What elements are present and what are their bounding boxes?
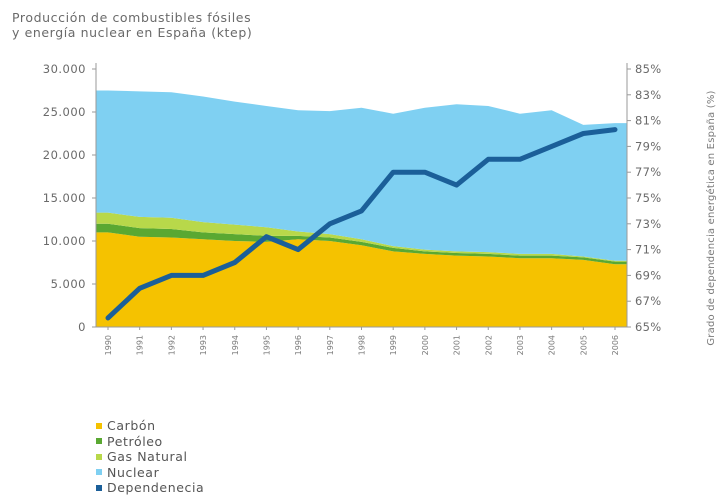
point-dependencia bbox=[106, 316, 110, 320]
point-dependencia bbox=[423, 170, 427, 174]
y-right-tick-label: 69% bbox=[635, 268, 661, 282]
x-tick-label: 2000 bbox=[421, 335, 430, 355]
point-dependencia bbox=[138, 286, 142, 290]
x-tick-label: 2002 bbox=[484, 335, 493, 355]
legend-label-gas-natural: Gas Natural bbox=[107, 449, 188, 464]
y-axis-right-label: Grado de dependencia energética en Españ… bbox=[705, 90, 717, 345]
x-tick-label: 2006 bbox=[611, 335, 620, 355]
point-dependencia bbox=[264, 235, 268, 239]
x-tick-label: 2005 bbox=[579, 335, 588, 355]
x-tick-label: 1993 bbox=[199, 335, 208, 355]
y-left-tick-label: 20.000 bbox=[43, 148, 86, 162]
y-right-tick-label: 75% bbox=[635, 191, 661, 205]
x-tick-label: 1991 bbox=[136, 335, 145, 355]
y-left-tick-label: 10.000 bbox=[43, 234, 86, 248]
y-left-tick-label: 5.000 bbox=[51, 277, 86, 291]
x-tick-label: 1990 bbox=[104, 335, 113, 355]
y-right-tick-label: 77% bbox=[635, 165, 661, 179]
point-dependencia bbox=[360, 209, 363, 213]
point-dependencia bbox=[550, 144, 554, 148]
y-right-tick-label: 83% bbox=[635, 88, 661, 102]
y-left-tick-label: 0 bbox=[78, 320, 86, 334]
legend-item-carbon: Carbón bbox=[96, 418, 204, 434]
legend-item-petroleo: Petróleo bbox=[96, 434, 204, 450]
chart-title: Producción de combustibles fósiles y ene… bbox=[12, 10, 252, 40]
area-nuclear bbox=[96, 90, 627, 261]
legend-label-nuclear: Nuclear bbox=[107, 464, 160, 480]
area-carbon bbox=[96, 232, 627, 327]
legend-label-dependencia: Dependenecia bbox=[107, 480, 205, 495]
point-dependencia bbox=[169, 273, 173, 277]
chart-title-line-2: y energía nuclear en España (ktep) bbox=[12, 25, 253, 40]
x-tick-label: 1995 bbox=[262, 335, 271, 355]
point-dependencia bbox=[455, 183, 459, 187]
y-right-tick-label: 73% bbox=[635, 217, 661, 231]
y-right-tick-label: 65% bbox=[635, 320, 661, 334]
legend-swatch-dependencia bbox=[96, 484, 102, 491]
point-dependencia bbox=[581, 132, 585, 135]
point-dependencia bbox=[613, 128, 617, 132]
legend-item-gas-natural: Gas Natural bbox=[96, 449, 204, 465]
legend-item-nuclear: Nuclear bbox=[96, 465, 204, 481]
y-left-tick-label: 25.000 bbox=[43, 105, 86, 119]
point-dependencia bbox=[518, 157, 522, 161]
point-dependencia bbox=[296, 248, 300, 252]
y-left-tick-label: 15.000 bbox=[43, 191, 86, 205]
x-tick-label: 1999 bbox=[389, 335, 398, 355]
point-dependencia bbox=[328, 222, 332, 226]
legend-item-dependencia: Dependenecia bbox=[96, 480, 204, 496]
x-tick-label: 1994 bbox=[231, 335, 240, 355]
point-dependencia bbox=[201, 273, 205, 277]
y-left-tick-label: 30.000 bbox=[43, 62, 86, 76]
area-gas-natural bbox=[96, 212, 627, 262]
legend-label-carbon: Carbón bbox=[107, 418, 156, 433]
x-tick-label: 2003 bbox=[516, 335, 525, 355]
y-right-tick-label: 85% bbox=[635, 62, 661, 76]
point-dependencia bbox=[233, 261, 237, 264]
x-tick-label: 1996 bbox=[294, 335, 303, 355]
x-tick-label: 1998 bbox=[358, 335, 367, 355]
chart-title-line-1: Producción de combustibles fósiles bbox=[12, 10, 252, 25]
point-dependencia bbox=[486, 157, 490, 161]
point-dependencia bbox=[391, 170, 395, 174]
x-tick-label: 2001 bbox=[453, 335, 462, 355]
legend-label-petroleo: Petróleo bbox=[107, 433, 163, 449]
y-right-tick-label: 81% bbox=[635, 114, 661, 128]
x-tick-label: 1992 bbox=[167, 335, 176, 355]
legend-swatch-gas-natural bbox=[96, 453, 102, 460]
y-right-tick-label: 71% bbox=[635, 243, 661, 257]
legend-swatch-carbon bbox=[96, 422, 102, 429]
legend: Carbón Petróleo Gas Natural Nuclear Depe… bbox=[96, 418, 204, 496]
legend-swatch-petroleo bbox=[96, 438, 102, 445]
y-right-tick-label: 67% bbox=[635, 294, 661, 308]
x-tick-label: 2004 bbox=[548, 335, 557, 355]
y-right-tick-label: 79% bbox=[635, 139, 661, 153]
x-tick-label: 1997 bbox=[326, 335, 335, 355]
area-petroleo bbox=[96, 223, 627, 265]
legend-swatch-nuclear bbox=[96, 469, 102, 476]
